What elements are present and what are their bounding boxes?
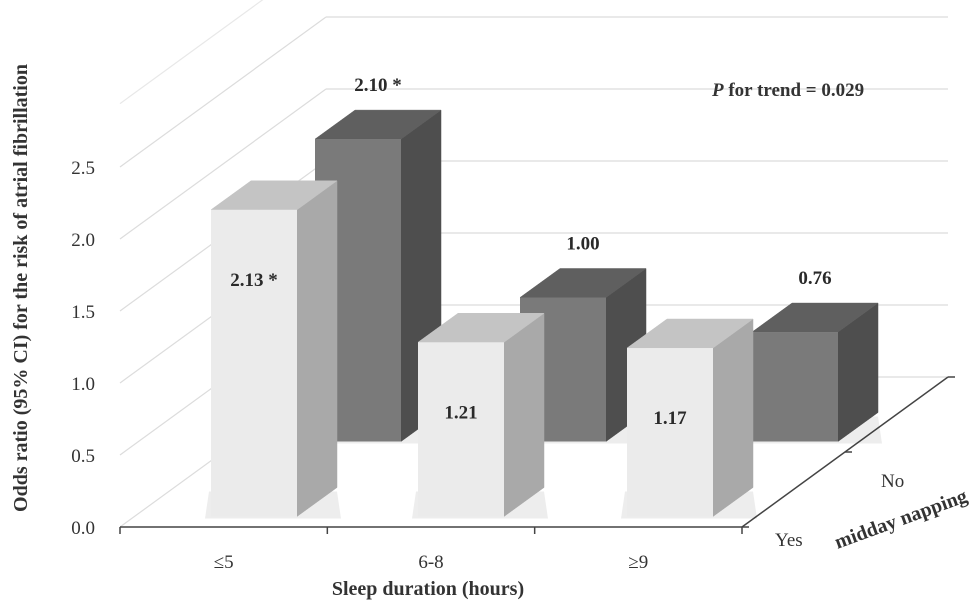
data-label: 1.21 (444, 402, 477, 423)
y-tick-label: 2.5 (71, 158, 95, 179)
trend-annotation: P for trend = 0.029 (711, 80, 864, 101)
axes (119, 376, 955, 534)
data-label: 0.76 (798, 268, 831, 289)
x-tick-label: 6-8 (418, 552, 443, 573)
y-tick-label: 0.0 (71, 518, 95, 539)
bar-yes-2 (621, 318, 757, 519)
y-axis-title: Odds ratio (95% CI) for the risk of atri… (10, 64, 32, 512)
data-label: 1.17 (653, 408, 687, 429)
x-tick-label: ≥9 (628, 552, 648, 573)
trend-text: for trend = 0.029 (724, 80, 864, 101)
bars (205, 109, 882, 519)
depth-axis-title: midday napping (832, 485, 971, 553)
chart-walls (119, 0, 264, 105)
trend-p-symbol: P (711, 80, 724, 101)
side-wall-top-edge (119, 0, 264, 105)
y-tick-label: 1.5 (71, 302, 95, 323)
y-tick-label: 1.0 (71, 374, 95, 395)
data-label: 1.00 (566, 234, 599, 255)
bar-front (418, 342, 504, 517)
bar-front (211, 209, 297, 517)
y-tick-label: 0.5 (71, 446, 95, 467)
data-label: 2.10 * (354, 75, 402, 96)
x-axis-title: Sleep duration (hours) (332, 578, 524, 600)
bar-yes-0 (205, 180, 341, 519)
bar-side (296, 180, 338, 517)
gridline-side (119, 88, 327, 240)
gridline-side (119, 16, 327, 168)
bar-front (627, 348, 713, 517)
data-label: 2.13 * (230, 270, 278, 291)
y-tick-label: 2.0 (71, 230, 95, 251)
depth-tick-label: Yes (775, 530, 803, 551)
bar-front (752, 332, 838, 442)
depth-tick-label: No (881, 471, 904, 492)
bar-yes-1 (412, 312, 548, 519)
bar-side (712, 318, 754, 517)
x-tick-label: ≤5 (214, 552, 234, 573)
bar-side (503, 312, 545, 517)
bar-no-2 (746, 302, 882, 444)
